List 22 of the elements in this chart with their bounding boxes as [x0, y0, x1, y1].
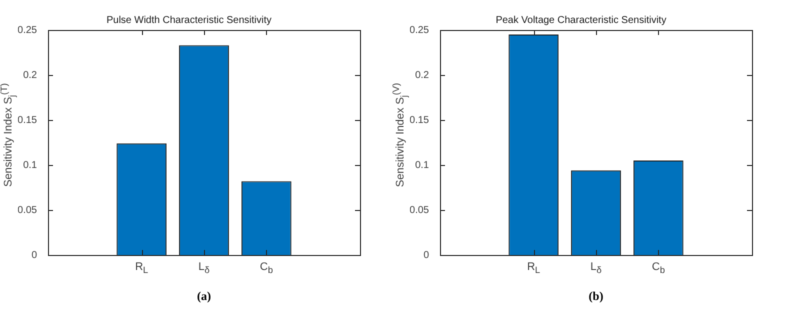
x-tick-label: R$_{L}$ [527, 261, 540, 276]
y-tick-label: 0.05 [18, 204, 38, 216]
y-tick-label: 0 [31, 250, 38, 261]
y-tick-label: 0 [423, 250, 430, 261]
y-tick-label: 0.25 [18, 24, 38, 36]
x-tick-label: L$_{δ}$ [590, 261, 602, 276]
text: (a) [197, 289, 211, 304]
chart-title: Pulse Width Characteristic Sensitivity [106, 14, 272, 26]
text: (b) [588, 289, 604, 304]
chart-title: Peak Voltage Characteristic Sensitivity [496, 14, 666, 26]
y-tick-label: 0.25 [410, 24, 430, 36]
y-tick-label: 0.15 [18, 114, 38, 126]
y-tick-label: 0.15 [410, 114, 430, 126]
x-tick-label: R$_{L}$ [135, 261, 148, 276]
y-tick-label: 0.2 [23, 70, 38, 81]
y-tick-label: 0.05 [410, 204, 430, 216]
y-tick-label: 0.2 [415, 70, 430, 81]
x-tick-label: C$_{b}$ [260, 261, 273, 276]
x-tick-label: L$_{δ}$ [198, 261, 210, 276]
y-tick-label: 0.1 [23, 160, 38, 171]
y-tick-label: 0.1 [415, 160, 430, 171]
x-tick-label: C$_{b}$ [652, 261, 665, 276]
